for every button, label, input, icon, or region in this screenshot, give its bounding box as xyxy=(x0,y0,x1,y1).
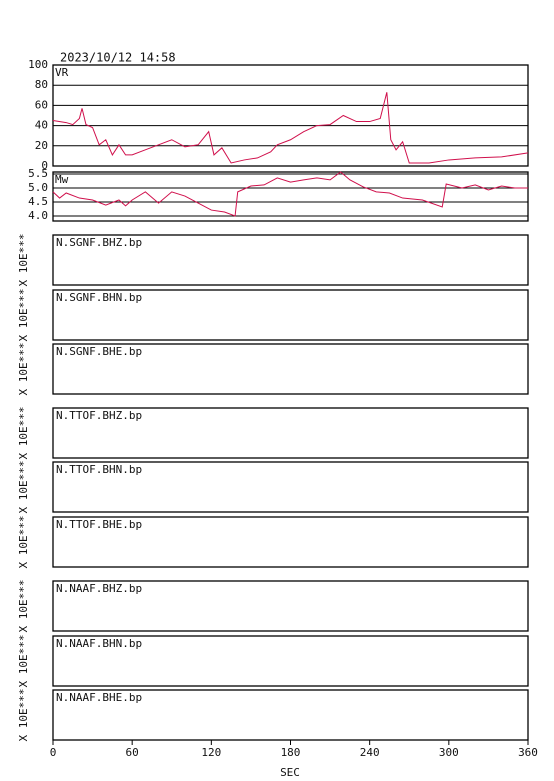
amplitude-label: X 10E*** xyxy=(17,635,30,688)
x-tick-label: 0 xyxy=(50,746,57,759)
amplitude-label: X 10E*** xyxy=(17,461,30,514)
y-tick-label: 100 xyxy=(28,58,48,71)
amplitude-label: X 10E*** xyxy=(17,289,30,342)
x-tick-label: 120 xyxy=(201,746,221,759)
x-tick-label: 360 xyxy=(518,746,538,759)
x-tick-label: 240 xyxy=(360,746,380,759)
trace-label: N.SGNF.BHZ.bp xyxy=(56,236,142,249)
panel-frame xyxy=(52,64,529,167)
trace-label: N.SGNF.BHE.bp xyxy=(56,345,142,358)
trace-panel xyxy=(52,635,529,687)
y-tick-label: 4.0 xyxy=(28,209,48,222)
amplitude-label: X 10E*** xyxy=(17,343,30,396)
y-tick-label: 5.5 xyxy=(28,167,48,180)
y-tick-label: 0 xyxy=(41,159,48,172)
amplitude-label: X 10E*** xyxy=(17,234,30,287)
trace-panel xyxy=(52,289,529,341)
trace-panel xyxy=(52,234,529,286)
y-tick-label: 4.5 xyxy=(28,195,48,208)
trace-label: N.NAAF.BHN.bp xyxy=(56,637,142,650)
trace-label: N.TTOF.BHN.bp xyxy=(56,463,142,476)
trace-label: N.NAAF.BHZ.bp xyxy=(56,582,142,595)
x-tick-label: 60 xyxy=(126,746,139,759)
y-tick-label: 20 xyxy=(35,139,48,152)
panel-label: Mw xyxy=(55,173,69,186)
data-line xyxy=(52,92,529,164)
amplitude-label: X 10E*** xyxy=(17,516,30,569)
trace-panel xyxy=(52,580,529,632)
x-tick-label: 180 xyxy=(281,746,301,759)
trace-panel xyxy=(52,407,529,459)
y-tick-label: 80 xyxy=(35,78,48,91)
amplitude-label: X 10E*** xyxy=(17,407,30,460)
chart-title: 2023/10/12 14:58 xyxy=(60,51,176,65)
trace-label: N.TTOF.BHZ.bp xyxy=(56,409,142,422)
panel-label: VR xyxy=(55,66,69,79)
trace-panel xyxy=(52,516,529,568)
data-line xyxy=(52,171,528,217)
x-tick-label: 300 xyxy=(439,746,459,759)
trace-label: N.SGNF.BHN.bp xyxy=(56,291,142,304)
trace-panel xyxy=(52,343,529,395)
y-tick-label: 40 xyxy=(35,119,48,132)
amplitude-label: X 10E*** xyxy=(17,689,30,742)
amplitude-label: X 10E*** xyxy=(17,580,30,633)
y-tick-label: 5.0 xyxy=(28,181,48,194)
y-tick-label: 60 xyxy=(35,98,48,111)
trace-label: N.NAAF.BHE.bp xyxy=(56,691,142,704)
panel-frame xyxy=(52,171,529,222)
x-axis-label: SEC xyxy=(280,766,300,779)
trace-label: N.TTOF.BHE.bp xyxy=(56,518,142,531)
trace-panel xyxy=(52,461,529,513)
